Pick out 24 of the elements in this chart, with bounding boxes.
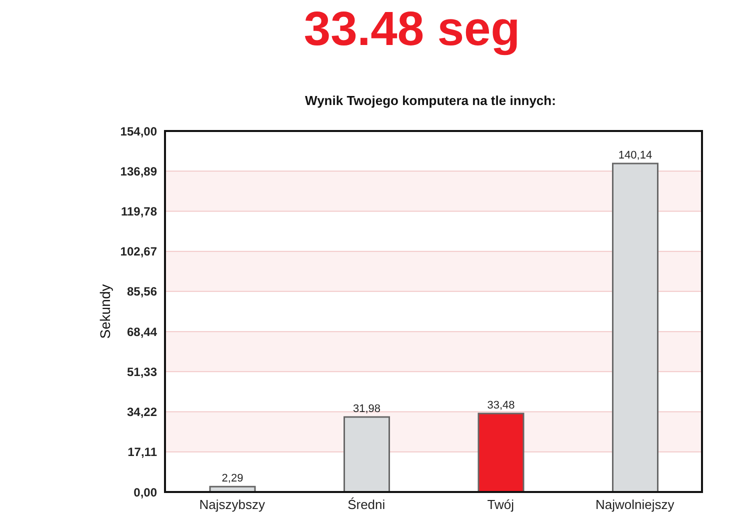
y-tick-label: 17,11 (128, 445, 158, 460)
x-tick-label: Najszybszy (199, 497, 266, 512)
y-tick-label: 136,89 (120, 164, 158, 178)
x-tick-label: Najwolniejszy (596, 497, 675, 512)
x-tick-label: Średni (348, 497, 386, 512)
y-tick-label: 154,00 (120, 124, 158, 138)
chart-title: 33.48 seg (302, 2, 522, 57)
y-tick-label: 34,22 (126, 405, 158, 420)
data-label: 2,29 (222, 472, 244, 485)
y-tick-label: 102,67 (120, 244, 158, 259)
bar (344, 416, 390, 492)
bar (478, 412, 524, 492)
data-label: 31,98 (352, 403, 381, 416)
y-tick-label: 51,33 (126, 364, 158, 379)
y-tick-label: 68,44 (126, 324, 158, 339)
y-tick-label: 0,00 (134, 485, 158, 500)
bar (612, 162, 658, 492)
chart-subtitle: Wynik Twojego komputera na tle innych: (304, 93, 557, 108)
y-tick-label: 85,56 (126, 284, 158, 299)
y-axis-title: Sekundy (96, 284, 113, 339)
x-tick-label: Twój (487, 497, 514, 512)
data-label: 33,48 (487, 400, 515, 412)
data-label: 140,14 (618, 149, 652, 162)
y-tick-label: 119,78 (120, 204, 158, 218)
